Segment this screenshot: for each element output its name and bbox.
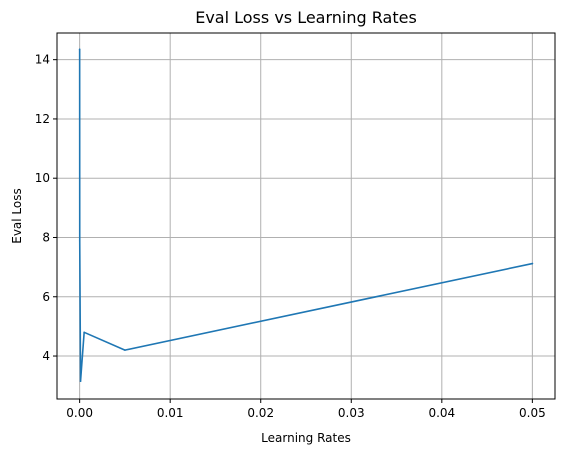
data-point bbox=[78, 48, 81, 51]
y-tick-label: 10 bbox=[35, 171, 50, 185]
grid bbox=[57, 33, 555, 399]
x-tick-label: 0.01 bbox=[157, 406, 184, 420]
x-tick-label: 0.02 bbox=[247, 406, 274, 420]
y-axis-label: Eval Loss bbox=[10, 188, 24, 244]
y-tick-label: 4 bbox=[42, 349, 50, 363]
chart-title: Eval Loss vs Learning Rates bbox=[195, 8, 417, 27]
data-point bbox=[124, 349, 126, 351]
y-tick-label: 8 bbox=[42, 230, 50, 244]
y-tick-label: 6 bbox=[42, 290, 50, 304]
data-point bbox=[83, 331, 85, 334]
plot-frame bbox=[56, 32, 556, 400]
y-tick-label: 12 bbox=[35, 112, 50, 126]
x-tick-label: 0.00 bbox=[66, 406, 93, 420]
data-point bbox=[78, 239, 81, 242]
series-line-0 bbox=[78, 48, 534, 383]
x-tick-label: 0.05 bbox=[519, 406, 546, 420]
x-axis-label: Learning Rates bbox=[261, 431, 351, 445]
data-point bbox=[531, 262, 534, 265]
series-layer bbox=[78, 48, 534, 383]
data-point bbox=[79, 380, 82, 383]
y-tick-label: 14 bbox=[35, 53, 50, 67]
x-axis: 0.00 0.01 0.02 0.03 0.04 0.05 bbox=[66, 399, 546, 420]
y-axis: 4 6 8 10 12 14 bbox=[35, 53, 57, 363]
x-tick-label: 0.03 bbox=[338, 406, 365, 420]
x-tick-label: 0.04 bbox=[428, 406, 455, 420]
